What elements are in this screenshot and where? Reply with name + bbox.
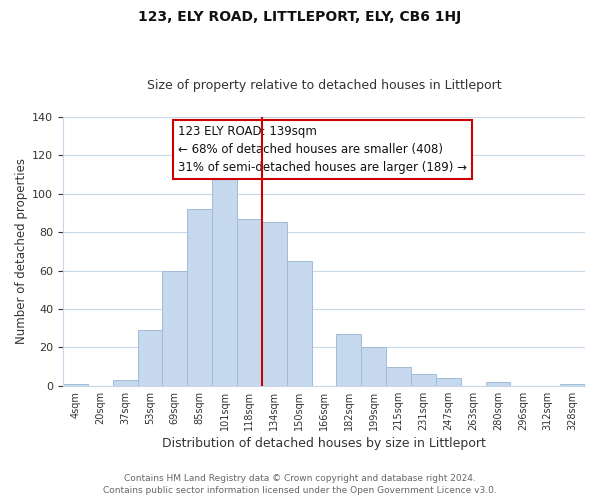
X-axis label: Distribution of detached houses by size in Littleport: Distribution of detached houses by size … <box>162 437 486 450</box>
Bar <box>137 330 163 386</box>
Y-axis label: Number of detached properties: Number of detached properties <box>15 158 28 344</box>
Bar <box>361 348 386 386</box>
Bar <box>212 176 237 386</box>
Bar <box>411 374 436 386</box>
Bar <box>187 209 212 386</box>
Bar <box>386 366 411 386</box>
Bar <box>262 222 287 386</box>
Bar <box>287 261 311 386</box>
Text: 123 ELY ROAD: 139sqm
← 68% of detached houses are smaller (408)
31% of semi-deta: 123 ELY ROAD: 139sqm ← 68% of detached h… <box>178 125 467 174</box>
Text: Contains HM Land Registry data © Crown copyright and database right 2024.
Contai: Contains HM Land Registry data © Crown c… <box>103 474 497 495</box>
Title: Size of property relative to detached houses in Littleport: Size of property relative to detached ho… <box>146 79 502 92</box>
Bar <box>560 384 585 386</box>
Bar <box>113 380 137 386</box>
Bar <box>237 218 262 386</box>
Bar <box>63 384 88 386</box>
Text: 123, ELY ROAD, LITTLEPORT, ELY, CB6 1HJ: 123, ELY ROAD, LITTLEPORT, ELY, CB6 1HJ <box>139 10 461 24</box>
Bar <box>337 334 361 386</box>
Bar <box>485 382 511 386</box>
Bar <box>163 270 187 386</box>
Bar <box>436 378 461 386</box>
